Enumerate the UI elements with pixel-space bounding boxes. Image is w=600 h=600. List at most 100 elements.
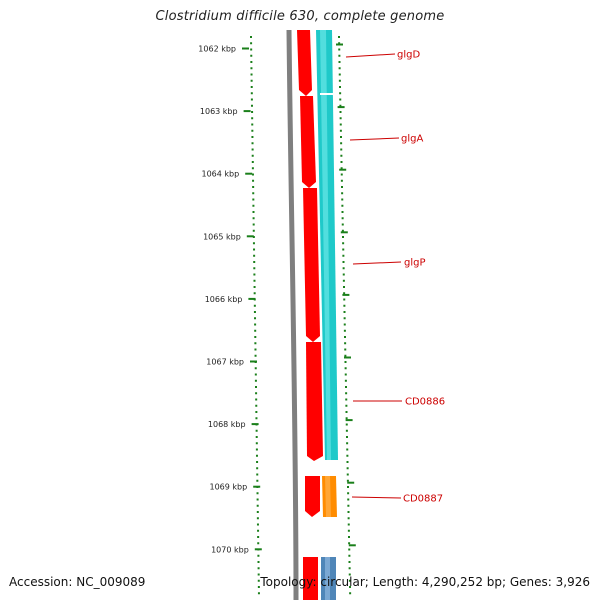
minor-tick-right <box>341 229 344 232</box>
minor-tick-right <box>338 67 341 70</box>
minor-tick <box>251 173 254 176</box>
minor-tick <box>254 329 257 332</box>
minor-tick-right <box>346 442 349 445</box>
minor-tick-right <box>342 236 344 238</box>
minor-tick <box>256 517 259 520</box>
minor-tick <box>251 111 254 113</box>
minor-tick <box>257 567 260 570</box>
minor-tick-right <box>346 436 348 438</box>
minor-tick-right <box>348 573 351 576</box>
minor-tick <box>256 473 259 476</box>
blue-feature-highlight <box>325 557 330 600</box>
minor-tick-right <box>342 242 345 245</box>
minor-tick <box>253 248 256 251</box>
minor-tick <box>254 348 257 351</box>
minor-tick-right <box>346 467 349 470</box>
minor-tick-right <box>341 204 344 207</box>
minor-tick <box>253 254 256 257</box>
minor-tick-right <box>348 567 351 570</box>
minor-tick-right <box>343 311 346 313</box>
minor-tick-right <box>347 517 350 520</box>
minor-tick-right <box>343 317 346 320</box>
minor-tick <box>255 398 258 401</box>
minor-tick-right <box>345 423 348 426</box>
scale-label: 1063 kbp <box>200 107 238 116</box>
minor-tick <box>250 67 253 70</box>
minor-tick-right <box>339 111 342 113</box>
minor-tick-right <box>343 329 346 332</box>
minor-tick <box>253 286 256 288</box>
minor-tick <box>252 242 255 245</box>
minor-tick <box>255 454 258 457</box>
minor-tick <box>253 311 256 313</box>
minor-tick <box>257 536 260 538</box>
minor-tick-right <box>338 48 341 51</box>
minor-tick <box>250 36 252 38</box>
minor-tick <box>255 448 258 451</box>
minor-tick-right <box>343 304 346 307</box>
minor-tick-right <box>347 486 349 488</box>
cds-arrow <box>306 342 323 461</box>
minor-tick-right <box>338 79 341 82</box>
minor-tick-right <box>340 142 343 145</box>
gene-label: CD0887 <box>403 494 443 505</box>
minor-tick-right <box>339 92 342 95</box>
minor-tick <box>257 592 260 595</box>
minor-tick-right <box>345 398 348 401</box>
minor-tick-right <box>348 579 351 582</box>
scale-label: 1069 kbp <box>209 483 247 492</box>
minor-tick-right <box>349 592 352 595</box>
scale-label: 1062 kbp <box>198 45 236 54</box>
minor-tick <box>255 423 258 426</box>
minor-tick <box>253 292 256 295</box>
minor-tick-right <box>344 354 347 357</box>
right-tick-track <box>336 36 356 595</box>
orange-feature-highlight <box>325 476 331 517</box>
cds-arrow <box>297 30 312 96</box>
minor-tick-right <box>340 179 343 182</box>
minor-tick <box>254 336 257 338</box>
minor-tick-right <box>341 223 344 226</box>
minor-tick <box>254 342 257 345</box>
minor-tick <box>251 142 254 145</box>
gene-label: glgA <box>401 134 423 145</box>
minor-tick-right <box>348 548 351 551</box>
minor-tick <box>255 442 258 445</box>
minor-tick-right <box>339 104 342 107</box>
map-title: Clostridium difficile 630, complete geno… <box>155 9 445 24</box>
minor-tick-right <box>341 186 343 188</box>
scale-label: 1068 kbp <box>208 420 246 429</box>
minor-tick <box>256 479 259 482</box>
minor-tick <box>252 229 255 232</box>
minor-tick-right <box>348 542 351 545</box>
minor-tick <box>250 48 253 51</box>
minor-tick <box>257 573 260 576</box>
minor-tick-right <box>348 561 351 563</box>
minor-tick-right <box>339 98 342 101</box>
minor-tick-right <box>345 386 347 388</box>
minor-tick <box>250 54 253 57</box>
minor-tick <box>253 298 256 301</box>
minor-tick <box>250 42 253 45</box>
minor-tick <box>256 523 259 526</box>
minor-tick <box>256 492 259 495</box>
gene-leader-line <box>352 261 402 265</box>
minor-tick <box>253 304 256 307</box>
minor-tick <box>257 561 260 563</box>
minor-tick-right <box>341 192 344 195</box>
minor-tick <box>255 429 258 432</box>
minor-tick-right <box>345 429 348 432</box>
minor-tick <box>251 148 254 151</box>
minor-tick-right <box>347 529 350 532</box>
genome-backbone <box>286 29 299 600</box>
minor-tick-right <box>339 129 342 132</box>
minor-tick-right <box>344 348 347 351</box>
minor-tick <box>251 161 254 163</box>
minor-tick <box>250 61 253 63</box>
minor-tick <box>255 436 258 438</box>
gene-labels: glgD glgA glgP CD0886 CD0887 <box>345 50 445 505</box>
accession-label: Accession: NC_009089 <box>9 575 146 589</box>
minor-tick <box>255 386 257 388</box>
minor-tick-right <box>341 211 344 213</box>
gene-leader-line <box>345 53 396 58</box>
